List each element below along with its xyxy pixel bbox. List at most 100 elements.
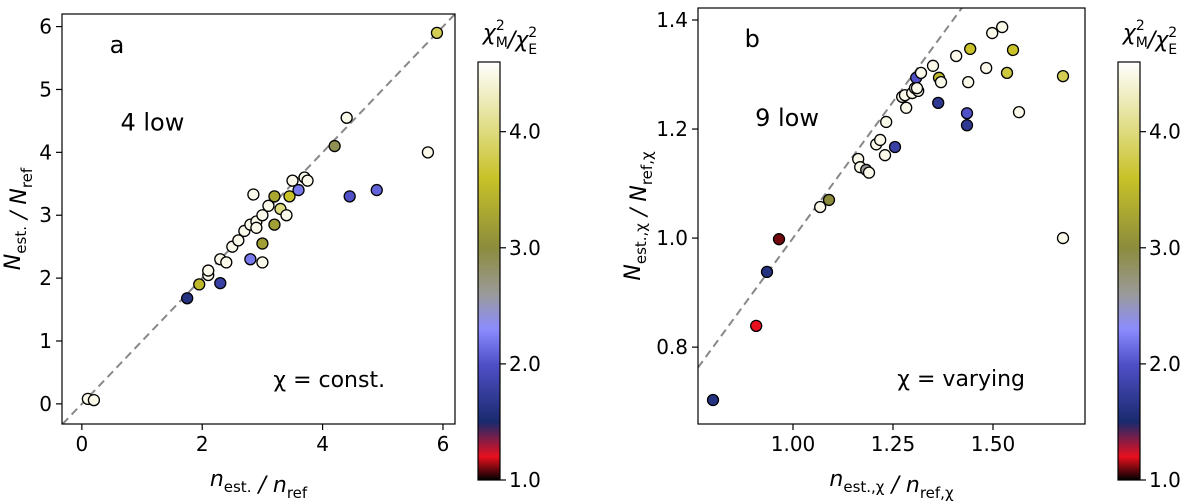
x-axis-label: nest.,χ / nref,χ bbox=[829, 467, 954, 501]
point bbox=[950, 49, 963, 63]
point bbox=[910, 81, 924, 95]
y-tick-label: 5 bbox=[39, 77, 52, 101]
annotation: 4 low bbox=[120, 109, 184, 137]
colorbar-label-sub: M bbox=[496, 35, 508, 51]
point bbox=[292, 183, 305, 197]
point bbox=[880, 115, 893, 129]
point bbox=[964, 42, 977, 56]
point bbox=[932, 96, 945, 110]
point bbox=[1056, 231, 1070, 245]
colorbar-label-sub: E bbox=[528, 42, 537, 58]
colorbar bbox=[477, 61, 501, 481]
point bbox=[256, 256, 269, 269]
point bbox=[250, 221, 263, 234]
point bbox=[370, 183, 383, 197]
point bbox=[328, 139, 341, 153]
point bbox=[262, 199, 275, 212]
y-tick-label: 4 bbox=[39, 140, 52, 164]
point bbox=[283, 190, 296, 203]
colorbar-tick-label: 3.0 bbox=[1149, 236, 1181, 260]
point bbox=[193, 278, 206, 291]
point bbox=[980, 61, 993, 75]
x-tick-label: 1.50 bbox=[971, 432, 1016, 456]
y-tick-label: 1.2 bbox=[656, 117, 688, 141]
point bbox=[256, 209, 269, 222]
y-tick-label: 0.8 bbox=[656, 335, 688, 359]
point bbox=[772, 233, 786, 246]
point bbox=[874, 133, 887, 147]
colorbar-tick-label: 1.0 bbox=[509, 468, 541, 492]
point bbox=[888, 140, 902, 154]
colorbar-tick-label: 3.0 bbox=[509, 236, 541, 260]
x-tick-label: 1.25 bbox=[871, 432, 916, 456]
y-tick-label: 0 bbox=[39, 392, 52, 416]
colorbar-label-sup: 2 bbox=[496, 18, 505, 34]
y-axis-label: Nest. / Nref bbox=[1, 167, 36, 270]
y-axis-label-sub: est. bbox=[12, 226, 30, 254]
colorbar bbox=[1117, 61, 1141, 481]
colorbar-label-sup: 2 bbox=[528, 25, 537, 41]
colorbar-label-part: χ bbox=[482, 21, 497, 46]
colorbar-tick-label: 2.0 bbox=[1149, 352, 1181, 376]
y-axis-label-part: N bbox=[1, 254, 26, 270]
point bbox=[214, 276, 227, 290]
x-axis-label-part: / n bbox=[251, 473, 286, 498]
point bbox=[280, 209, 293, 222]
colorbar-label-sub: M bbox=[1136, 35, 1148, 51]
point bbox=[1012, 105, 1026, 119]
point bbox=[202, 264, 215, 277]
point bbox=[862, 166, 876, 179]
y-tick-label: 6 bbox=[39, 15, 52, 39]
y-axis-label-sub: est.,χ bbox=[632, 223, 650, 264]
point bbox=[914, 66, 928, 80]
x-tick-label: 0 bbox=[75, 432, 88, 456]
y-axis-label-part: / N bbox=[7, 188, 32, 226]
point bbox=[256, 237, 269, 250]
point bbox=[750, 319, 763, 333]
identity-line bbox=[697, 7, 963, 369]
colorbar-label-sup: 2 bbox=[1168, 25, 1177, 41]
point bbox=[244, 253, 257, 266]
annotation: a bbox=[110, 31, 125, 59]
plot-frame bbox=[61, 13, 456, 425]
point bbox=[986, 26, 999, 40]
x-tick-label: 2 bbox=[196, 432, 209, 456]
point bbox=[87, 393, 101, 407]
point bbox=[960, 119, 974, 132]
x-tick-label: 4 bbox=[316, 432, 329, 456]
point bbox=[220, 256, 233, 269]
y-axis-label-part: / N bbox=[627, 185, 652, 223]
x-axis-label-sub: ref,χ bbox=[920, 484, 954, 501]
colorbar-tick-label: 2.0 bbox=[509, 352, 541, 376]
y-tick-label: 2 bbox=[39, 266, 52, 290]
point bbox=[1006, 43, 1020, 57]
point bbox=[430, 26, 444, 40]
point bbox=[340, 111, 353, 124]
x-axis-label-sub: est.,χ bbox=[843, 478, 884, 496]
point bbox=[181, 292, 194, 305]
x-axis-label-part: n bbox=[210, 467, 224, 492]
point bbox=[962, 75, 975, 89]
annotation: b bbox=[745, 25, 760, 53]
colorbar-label-sub: E bbox=[1168, 42, 1177, 58]
point bbox=[268, 218, 281, 231]
point bbox=[301, 174, 314, 187]
point bbox=[706, 393, 720, 407]
colorbar-tick-label: 4.0 bbox=[1149, 120, 1181, 144]
point bbox=[232, 234, 245, 247]
colorbar-tick-label: 1.0 bbox=[1149, 468, 1181, 492]
y-tick-label: 1.0 bbox=[656, 226, 688, 250]
point bbox=[421, 146, 435, 159]
x-axis-label-sub: ref bbox=[287, 484, 308, 501]
colorbar-label: χ2 M/χ2 E bbox=[482, 18, 537, 58]
y-tick-label: 1 bbox=[39, 329, 52, 353]
point bbox=[934, 75, 948, 89]
colorbar-label-part: /χ bbox=[506, 28, 529, 53]
annotation: 9 low bbox=[755, 104, 819, 132]
point bbox=[247, 188, 260, 201]
point bbox=[814, 200, 827, 214]
point bbox=[1000, 66, 1014, 80]
colorbar-label: χ2 M/χ2 E bbox=[1122, 18, 1177, 58]
x-tick-label: 6 bbox=[437, 432, 450, 456]
